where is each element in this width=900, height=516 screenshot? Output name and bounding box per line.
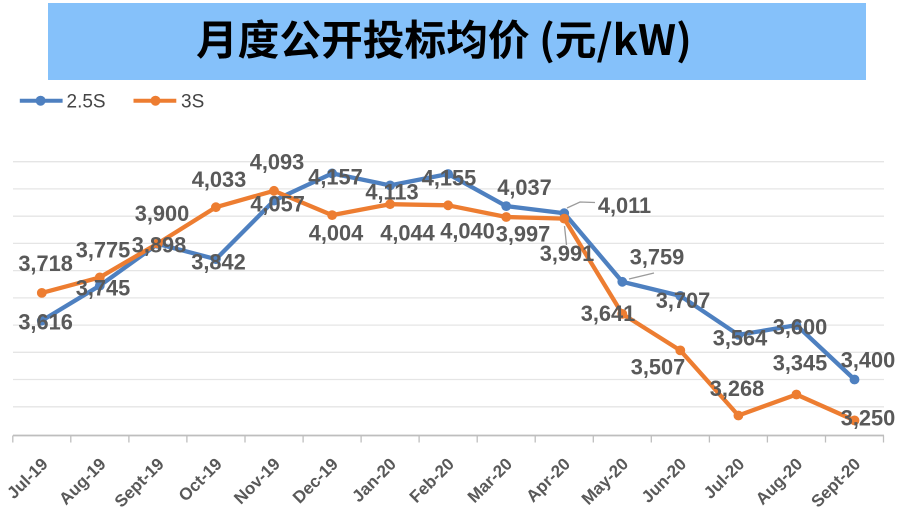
svg-text:3,898: 3,898 <box>132 233 187 258</box>
svg-text:3,250: 3,250 <box>841 406 896 431</box>
svg-text:4,155: 4,155 <box>422 166 477 191</box>
svg-text:3,400: 3,400 <box>841 348 896 373</box>
svg-text:3,641: 3,641 <box>581 301 636 326</box>
svg-text:Jan-20: Jan-20 <box>348 454 400 506</box>
svg-text:3,775: 3,775 <box>76 238 131 263</box>
svg-text:Aug-20: Aug-20 <box>752 454 806 508</box>
svg-text:3,707: 3,707 <box>656 288 711 313</box>
svg-text:4,044: 4,044 <box>380 221 435 246</box>
svg-text:4,040: 4,040 <box>440 219 495 244</box>
svg-text:2.5S: 2.5S <box>67 92 106 113</box>
svg-text:3,268: 3,268 <box>710 376 765 401</box>
svg-text:3,507: 3,507 <box>631 355 686 380</box>
svg-text:3,997: 3,997 <box>496 222 551 247</box>
svg-text:Sept-20: Sept-20 <box>807 454 864 511</box>
svg-text:4,033: 4,033 <box>192 167 247 192</box>
svg-text:3,718: 3,718 <box>18 251 73 276</box>
svg-text:3,842: 3,842 <box>191 250 246 275</box>
svg-text:Feb-20: Feb-20 <box>406 454 458 506</box>
svg-text:3,345: 3,345 <box>773 351 828 376</box>
svg-text:3S: 3S <box>181 92 204 113</box>
svg-text:Mar-20: Mar-20 <box>464 454 516 506</box>
svg-text:4,113: 4,113 <box>365 180 418 205</box>
svg-text:4,037: 4,037 <box>497 175 552 200</box>
svg-text:3,616: 3,616 <box>18 310 73 335</box>
svg-text:3,600: 3,600 <box>773 315 828 340</box>
svg-text:May-20: May-20 <box>578 454 632 508</box>
svg-text:4,157: 4,157 <box>308 165 363 190</box>
svg-text:Jul-20: Jul-20 <box>700 454 748 502</box>
svg-text:Dec-19: Dec-19 <box>289 454 342 507</box>
svg-text:4,011: 4,011 <box>598 193 651 218</box>
svg-text:4,093: 4,093 <box>250 150 305 175</box>
svg-text:Jun-20: Jun-20 <box>638 454 690 506</box>
svg-text:Nov-19: Nov-19 <box>230 454 284 508</box>
svg-text:3,900: 3,900 <box>135 201 190 226</box>
svg-text:4,004: 4,004 <box>309 221 364 246</box>
svg-text:Sept-19: Sept-19 <box>111 454 168 511</box>
svg-text:3,759: 3,759 <box>630 245 685 270</box>
svg-text:3,991: 3,991 <box>540 241 595 266</box>
svg-text:3,564: 3,564 <box>713 326 768 351</box>
svg-text:Jul-19: Jul-19 <box>3 454 51 502</box>
svg-text:3,745: 3,745 <box>76 276 131 301</box>
svg-text:4,057: 4,057 <box>250 192 305 217</box>
svg-text:Oct-19: Oct-19 <box>175 454 226 505</box>
svg-text:Apr-20: Apr-20 <box>523 454 575 506</box>
svg-text:Aug-19: Aug-19 <box>55 454 109 508</box>
